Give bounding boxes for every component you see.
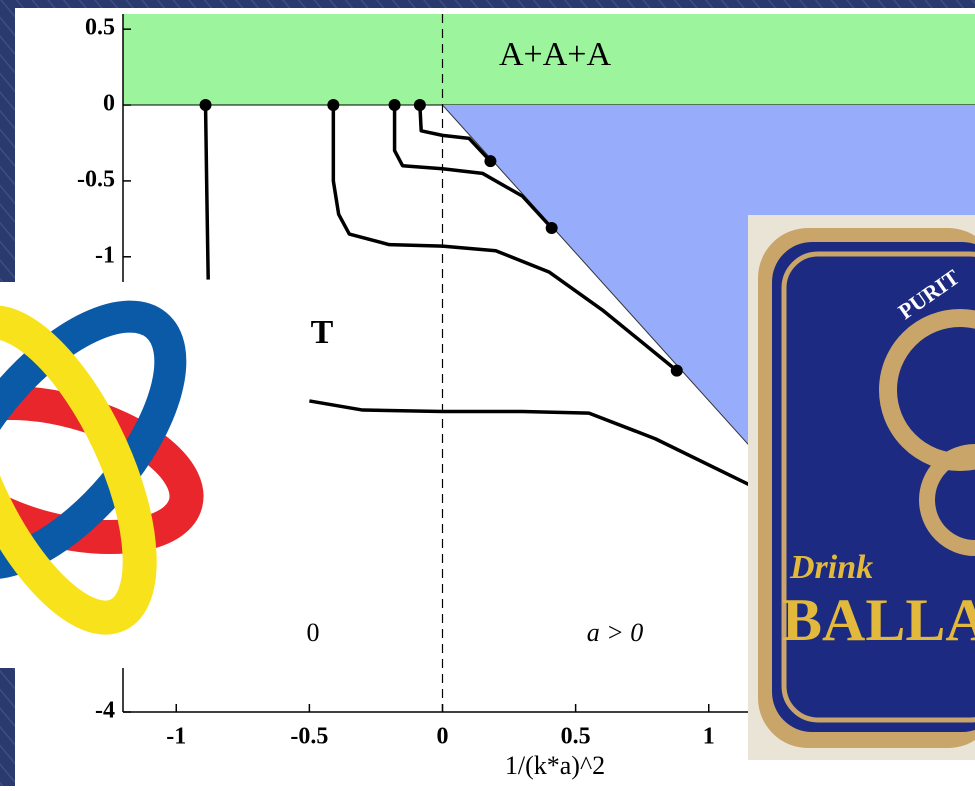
x-tick-label: -0.5 [290, 724, 328, 750]
point [327, 99, 339, 111]
point [200, 99, 212, 111]
x-tick-label: -1 [166, 724, 186, 750]
point [546, 222, 558, 234]
x-tick-label: 0.5 [561, 724, 591, 750]
y-tick-label: 0.5 [85, 15, 115, 41]
y-tick-label: -4 [95, 698, 115, 724]
logo-image [0, 280, 210, 668]
coaster-script: Drink [789, 549, 873, 586]
annotation: 0 [307, 618, 320, 647]
region-label: A+A+A [499, 36, 611, 73]
x-tick-label: 0 [437, 724, 449, 750]
y-tick-label: 0 [103, 91, 115, 117]
x-tick-label: 1 [703, 724, 715, 750]
point [414, 99, 426, 111]
coaster-brand: BALLA [782, 587, 975, 653]
coaster-image: PURIT Drink BALLA [748, 215, 975, 760]
y-tick-label: -0.5 [77, 166, 115, 192]
y-tick-label: -1 [95, 242, 115, 268]
region-label: T [311, 314, 334, 351]
annotation: a > 0 [587, 618, 644, 647]
x-axis-label: 1/(k*a)^2 [505, 751, 605, 780]
point [671, 365, 683, 377]
point [389, 99, 401, 111]
point [484, 155, 496, 167]
slide: A+A+A T 0 a > 0 1/(k*a)^2 PURIT Drink BA… [0, 0, 975, 786]
